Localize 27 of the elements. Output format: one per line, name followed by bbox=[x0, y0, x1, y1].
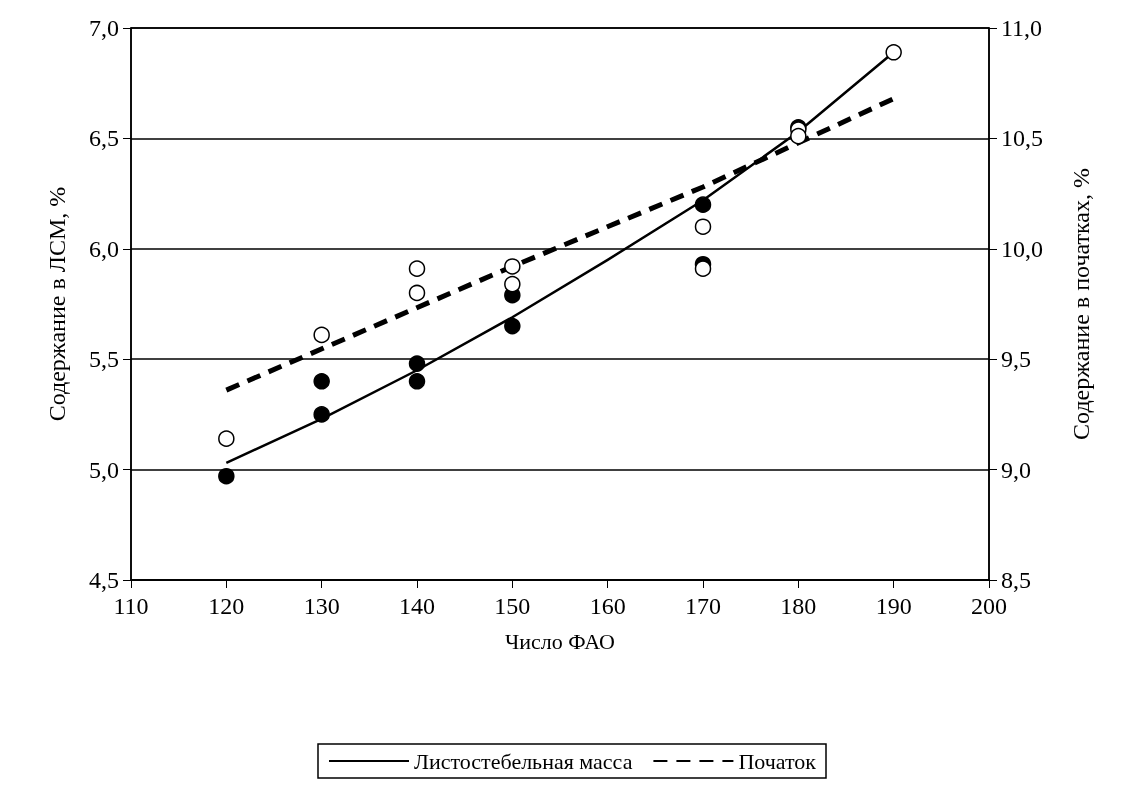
y2-tick-label: 10,0 bbox=[1001, 235, 1043, 262]
y2-tick-label: 10,5 bbox=[1001, 125, 1043, 152]
y2-tick-label: 8,5 bbox=[1001, 567, 1031, 593]
x-tick-label: 190 bbox=[875, 593, 912, 619]
legend-label: Початок bbox=[738, 748, 817, 774]
x-axis-title: Число ФАО bbox=[505, 628, 615, 654]
x-tick-label: 170 bbox=[685, 593, 721, 619]
y-axis-title: Содержание в ЛСМ, % bbox=[44, 186, 70, 422]
x-tick-label: 160 bbox=[589, 593, 626, 619]
y-tick-label: 5,0 bbox=[89, 456, 119, 483]
x-tick-label: 180 bbox=[780, 593, 817, 619]
legend-label: Листостебельная масса bbox=[414, 748, 633, 774]
x-tick-label: 110 bbox=[113, 593, 149, 619]
x-tick-label: 120 bbox=[208, 593, 245, 619]
x-tick-label: 130 bbox=[303, 593, 340, 619]
y-tick-label: 6,5 bbox=[89, 125, 119, 152]
y2-tick-label: 9,0 bbox=[1001, 456, 1031, 483]
y2-axis-title: Содержание в початках, % bbox=[1068, 168, 1094, 440]
y-tick-label: 7,0 bbox=[89, 15, 119, 41]
y-tick-label: 6,0 bbox=[89, 235, 119, 262]
y-tick-label: 5,5 bbox=[89, 346, 119, 373]
x-tick-label: 150 bbox=[494, 593, 531, 619]
y-tick-label: 4,5 bbox=[89, 567, 119, 593]
x-tick-label: 200 bbox=[971, 593, 1007, 619]
y2-tick-label: 11,0 bbox=[1001, 15, 1043, 41]
y2-tick-label: 9,5 bbox=[1001, 346, 1031, 373]
x-tick-label: 140 bbox=[399, 593, 435, 619]
